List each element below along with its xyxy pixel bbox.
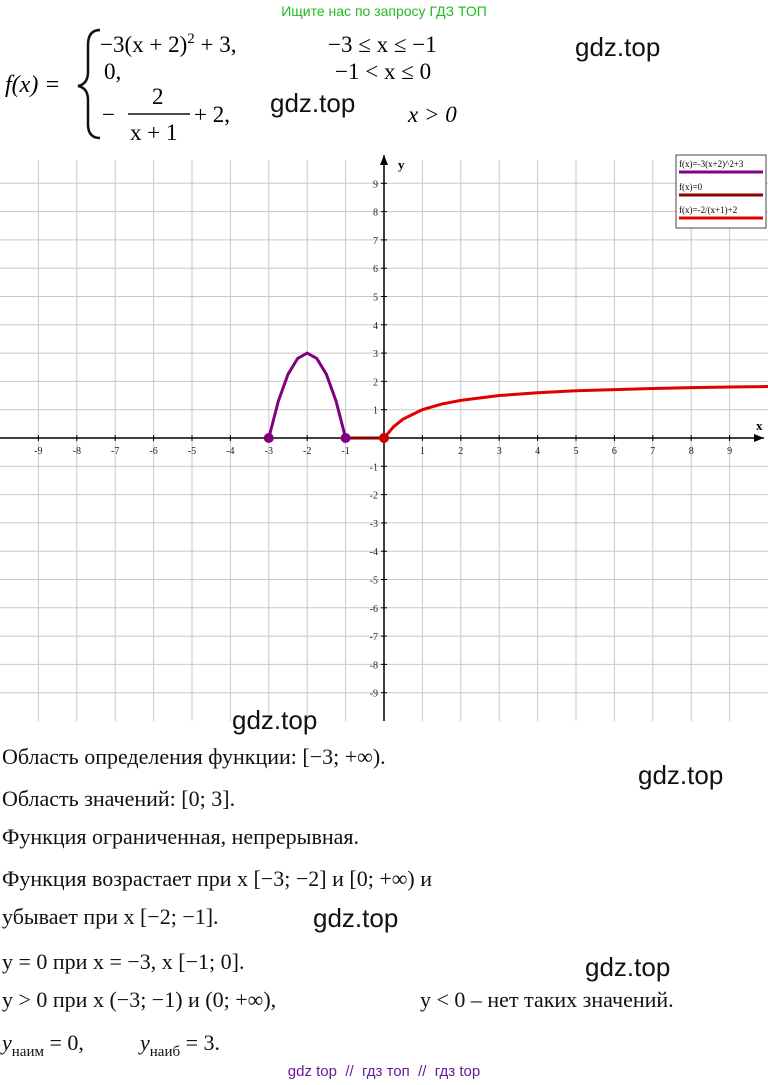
x-tick-label: -9 [34,446,42,457]
y-axis-arrow [380,155,388,165]
y-tick-label: -2 [370,491,378,502]
x-tick-label: -8 [73,446,81,457]
x-axis-arrow [754,434,764,442]
y-tick-label: 7 [373,236,378,247]
brace [77,28,101,140]
x-tick-label: -6 [149,446,157,457]
watermark: gdz.top [313,903,398,933]
case-condition: x > 0 [407,102,457,127]
legend-box [675,154,767,229]
text-line: Функция возрастает при x [−3; −2] и [0; … [2,866,432,891]
subscript: наиб [150,1044,181,1060]
y-tick-label: 1 [373,406,378,417]
y-tick-label: 5 [373,293,378,304]
x-tick-label: -1 [341,446,349,457]
case-expression: 0, [104,59,121,84]
text-part: = 3. [180,1030,220,1055]
y-tick-label: 9 [373,179,378,190]
chart: -9 -8 -7 -6 -5 -4 -3 -2 -1 1 2 3 4 5 6 7 8 9 -9 -8 -7 -6 -5 -4 -… [0,154,768,721]
watermark: gdz.top [638,760,723,790]
point [340,433,351,443]
symbol: y [138,1030,150,1055]
y-tick-label: -9 [370,689,378,700]
case-expression: − [102,102,115,127]
exponent: 2 [187,31,195,47]
x-tick-label: -2 [303,446,311,457]
watermark: gdz.top [270,88,355,118]
case-condition: −1 < x ≤ 0 [335,59,431,84]
x-tick-label: 6 [612,446,617,457]
case-expression: −3(x + 2)2 + 3, [100,31,237,57]
watermark: gdz.top [585,952,670,982]
header: Ищите нас по запросу ГДЗ ТОП [281,3,487,19]
x-tick-label: 5 [574,446,579,457]
text-line: Область определения функции: [−3; +∞). [2,744,386,769]
watermark: gdz.top [232,705,317,735]
x-tick-label: -4 [226,446,234,457]
y-axis-label: y [398,157,405,172]
x-tick-label: 1 [420,446,425,457]
x-tick-label: 3 [497,446,502,457]
subscript: наим [12,1044,45,1060]
text-line: Область значений: [0; 3]. [2,786,235,811]
case-expression: + 2, [194,102,230,127]
symbol: y [0,1030,12,1055]
y-tick-label: -8 [370,660,378,671]
expr-part: −3(x + 2) [100,32,187,57]
numerator: 2 [152,84,164,109]
text-line: убывает при x [−2; −1]. [2,904,219,929]
y-tick-label: 8 [373,208,378,219]
y-tick-label: -6 [370,604,378,615]
x-tick-label: 7 [650,446,655,457]
y-tick-label: -4 [370,547,378,558]
y-tick-label: -1 [370,462,378,473]
y-tick-label: -7 [370,632,378,643]
x-tick-label: 4 [535,446,540,457]
footer: gdz top // гдз топ // гдз top [288,1063,480,1080]
text-line: Функция ограниченная, непрерывная. [2,824,359,849]
point [379,433,389,443]
x-tick-label: -7 [111,446,119,457]
y-tick-label: 4 [373,321,378,332]
series-line [382,384,768,439]
text-part: = 0, [44,1030,84,1055]
x-tick-label: 2 [458,446,463,457]
point [263,433,274,443]
legend-label: f(x)=-2/(x+1)+2 [679,205,737,215]
expr-part: + 3, [195,32,237,57]
text-line: y < 0 – нет таких значений. [420,987,674,1012]
y-tick-label: -3 [370,519,378,530]
legend-label: f(x)=-3(x+2)^2+3 [679,159,744,169]
y-tick-label: -5 [370,576,378,587]
legend-label: f(x)=0 [679,182,703,192]
y-tick-label: 3 [373,349,378,360]
formula-lhs: f(x) = [5,72,61,98]
x-tick-label: -5 [188,446,196,457]
case-condition: −3 ≤ x ≤ −1 [328,32,437,57]
denominator: x + 1 [130,120,177,145]
x-tick-label: -3 [265,446,273,457]
y-tick-label: 2 [373,377,378,388]
text-line: y = 0 при x = −3, x [−1; 0]. [2,949,244,974]
x-tick-label: 9 [727,446,732,457]
x-tick-label: 8 [689,446,694,457]
text-line: y > 0 при x (−3; −1) и (0; +∞), [2,987,276,1012]
y-tick-label: 6 [373,264,378,275]
series-line [267,351,348,439]
text-line: yнаим = 0, yнаиб = 3. [0,1030,220,1060]
x-axis-label: x [756,418,763,433]
watermark: gdz.top [575,32,660,62]
